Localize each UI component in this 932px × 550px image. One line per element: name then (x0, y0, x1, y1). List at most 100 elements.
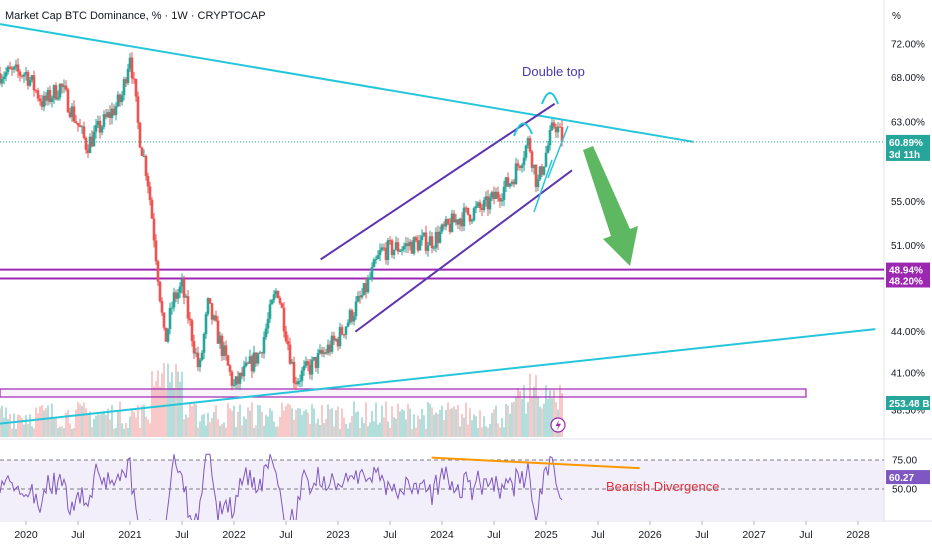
candle-body (346, 322, 350, 327)
candle-body (524, 145, 528, 158)
candle-body (94, 125, 98, 132)
volume-bar (459, 426, 461, 437)
volume-bar (463, 417, 465, 437)
candle-body (274, 290, 278, 295)
candle-body (254, 352, 258, 364)
candle-body (206, 298, 210, 315)
price-axis[interactable]: 72.00% 68.00% 63.00% 55.00% 51.00% 44.00% 41.0… (891, 40, 925, 496)
volume-bar (431, 407, 433, 437)
volume-bar (395, 418, 397, 437)
candle-body (328, 344, 332, 352)
candle-body (480, 207, 484, 210)
volume-bar (51, 403, 53, 437)
main-pane[interactable] (0, 0, 884, 438)
volume-bar (59, 426, 61, 437)
volume-bar (157, 370, 159, 437)
down-arrow (583, 146, 638, 266)
volume-bar (421, 408, 423, 437)
volume-bar (427, 402, 429, 437)
volume-bar (359, 428, 361, 437)
candle-body (278, 298, 282, 304)
candle-body (282, 307, 286, 332)
candle-body (332, 335, 336, 341)
candle-body (194, 352, 198, 354)
volume-bar (361, 417, 363, 437)
volume-bar (67, 410, 69, 437)
volume-bar (25, 415, 27, 437)
volume-bar (95, 415, 97, 437)
time-tick-label: 2021 (118, 529, 142, 541)
candle-body (88, 136, 92, 154)
candle-body (262, 337, 266, 354)
volume-bar (311, 404, 313, 437)
candle-body (390, 240, 394, 256)
candle-body (238, 372, 242, 384)
candle-body (402, 246, 406, 250)
volume-bar (347, 428, 349, 437)
volume-bar (315, 423, 317, 437)
candle-body (124, 79, 128, 84)
candle-body (384, 247, 388, 261)
candle-body (170, 307, 174, 309)
candle-body (246, 362, 250, 364)
candle-body (44, 95, 48, 101)
volume-bar (511, 402, 513, 437)
volume-bar (495, 405, 497, 437)
volume-bar (305, 409, 307, 437)
volume-bar (117, 410, 119, 437)
volume-bar (23, 424, 25, 437)
volume-bar (439, 409, 441, 437)
volume-bar (413, 414, 415, 437)
volume-bar (287, 403, 289, 437)
volume-bar (9, 413, 11, 437)
time-axis[interactable]: 2020 Jul 2021 Jul 2022 Jul 2023 Jul 2024 Jul 2025 J… (14, 521, 870, 541)
candle-body (146, 175, 150, 187)
volume-bar (447, 402, 449, 437)
volume-bar (337, 406, 339, 437)
candle-body (284, 331, 288, 342)
volume-bar (451, 408, 453, 437)
volume-bar (15, 428, 17, 437)
candle-body (28, 79, 32, 86)
candle-body (370, 267, 374, 278)
candle-body (228, 365, 232, 372)
volume-bar (481, 427, 483, 437)
candle-body (336, 339, 340, 347)
volume-bar (201, 414, 203, 437)
time-tick-label: Jul (487, 529, 500, 541)
candle-body (240, 372, 244, 377)
candle-body (362, 283, 366, 295)
volume-bar (489, 423, 491, 437)
volume-bar (219, 425, 221, 437)
channel-lower-line (354, 169, 573, 333)
candle-body (356, 295, 360, 302)
volume-bar (375, 402, 377, 437)
volume-bar (87, 413, 89, 437)
volume-bar (245, 418, 247, 437)
candle-body (556, 126, 560, 133)
volume-bar (139, 427, 141, 437)
candle-body (268, 304, 272, 319)
volume-bar (113, 428, 115, 437)
volume-bar (441, 405, 443, 437)
time-tick-label: 2026 (638, 529, 662, 541)
candle-body (344, 326, 348, 335)
candle-body (450, 213, 454, 232)
candle-body (150, 200, 154, 219)
volume-bar (449, 409, 451, 437)
candle-body (368, 277, 372, 279)
volume-bar (137, 405, 139, 437)
candle-body (234, 376, 238, 385)
candle-body (200, 352, 204, 360)
candle-body (4, 72, 8, 77)
volume-bar (85, 408, 87, 437)
lightning-icon[interactable] (550, 417, 566, 433)
volume-bar (317, 418, 319, 437)
volume-bar (165, 388, 167, 437)
volume-bar (27, 423, 29, 437)
axis-badges: 60.89%3d 11h 48.94%48.20% 253.48 B 60.27 (886, 134, 930, 485)
price-badge-text: 3d 11h (889, 150, 920, 161)
volume-bar (193, 402, 195, 437)
volume-bar (355, 412, 357, 437)
